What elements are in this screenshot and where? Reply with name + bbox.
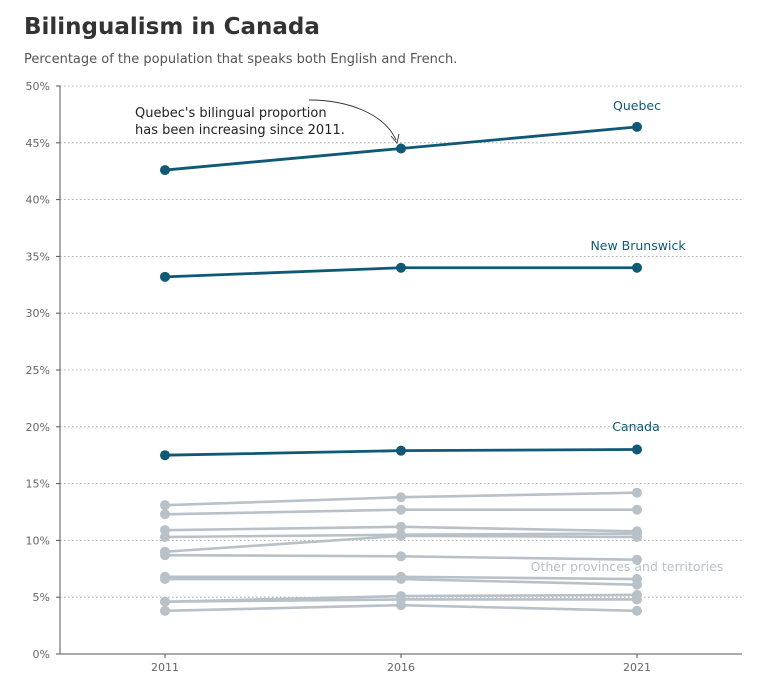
y-tick-label: 15% xyxy=(26,478,50,491)
annotation-arrowhead xyxy=(390,133,400,144)
data-point-other-3 xyxy=(396,521,406,532)
grid-lines xyxy=(60,85,742,598)
y-axis: 0% 5% 10% 15% 20% 25% 30% 35% 40% 45% 50% xyxy=(26,80,61,661)
y-tick-label: 0% xyxy=(33,648,50,661)
y-tick-label: 10% xyxy=(26,534,50,547)
chart-subtitle: Percentage of the population that speaks… xyxy=(24,52,458,67)
data-point-other-11 xyxy=(396,600,406,611)
series-label-new-brunswick: New Brunswick xyxy=(590,238,686,253)
y-tick-label: 25% xyxy=(26,364,50,377)
annotation-line-1: Quebec's bilingual proportion xyxy=(135,106,327,121)
annotation-arrow xyxy=(308,99,397,141)
chart-title: Bilingualism in Canada xyxy=(24,14,320,40)
data-point-other-6 xyxy=(396,551,406,562)
data-point-new-brunswick xyxy=(160,271,170,282)
y-tick-label: 50% xyxy=(26,80,50,93)
data-point-new-brunswick xyxy=(632,262,642,273)
y-tick-label: 5% xyxy=(33,591,50,604)
data-point-quebec xyxy=(632,121,642,132)
data-point-other-1 xyxy=(632,487,642,498)
data-point-canada xyxy=(632,444,642,455)
data-point-other-2 xyxy=(632,504,642,515)
data-point-other-2 xyxy=(160,509,170,520)
data-point-other-4 xyxy=(160,531,170,542)
data-point-other-6 xyxy=(160,550,170,561)
data-point-other-11 xyxy=(632,605,642,616)
y-tick-label: 45% xyxy=(26,137,50,150)
data-point-other-8 xyxy=(160,574,170,585)
data-point-canada xyxy=(396,445,406,456)
data-point-other-10 xyxy=(160,596,170,607)
y-tick-label: 35% xyxy=(26,250,50,263)
data-point-quebec xyxy=(160,165,170,176)
series-label-canada: Canada xyxy=(612,419,660,434)
data-point-other-8 xyxy=(396,574,406,585)
data-point-other-1 xyxy=(396,492,406,503)
data-point-other-6 xyxy=(632,554,642,565)
data-point-other-11 xyxy=(160,605,170,616)
data-point-other-5 xyxy=(396,530,406,541)
x-tick-label: 2016 xyxy=(387,661,415,674)
x-tick-label: 2011 xyxy=(151,661,179,674)
data-point-other-1 xyxy=(160,500,170,511)
data-point-other-10 xyxy=(632,594,642,605)
data-point-quebec xyxy=(396,143,406,154)
data-point-canada xyxy=(160,450,170,461)
data-point-other-5 xyxy=(632,531,642,542)
data-point-new-brunswick xyxy=(396,262,406,273)
series-label-others: Other provinces and territories xyxy=(531,559,724,574)
x-axis: 2011 2016 2021 xyxy=(60,653,742,674)
data-point-other-2 xyxy=(396,504,406,515)
series-label-quebec: Quebec xyxy=(613,98,661,113)
muted-series-group xyxy=(160,487,642,616)
y-tick-label: 30% xyxy=(26,307,50,320)
data-point-other-8 xyxy=(632,579,642,590)
y-tick-label: 20% xyxy=(26,421,50,434)
annotation-line-2: has been increasing since 2011. xyxy=(135,123,345,138)
highlight-series-group xyxy=(160,121,642,461)
x-tick-label: 2021 xyxy=(623,661,651,674)
y-tick-label: 40% xyxy=(26,194,50,207)
